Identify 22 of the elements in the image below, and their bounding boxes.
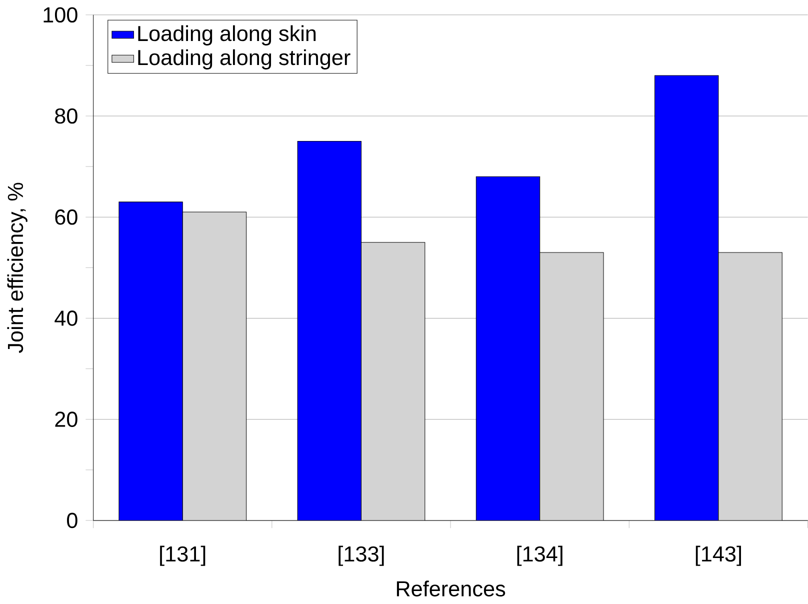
x-tick-label: [131] bbox=[160, 546, 206, 566]
x-tick-label: [133] bbox=[338, 546, 384, 566]
x-tick-label: [143] bbox=[696, 546, 741, 566]
bar bbox=[361, 242, 425, 521]
bar bbox=[476, 176, 540, 521]
legend-label: Loading along stringer bbox=[138, 49, 350, 70]
y-tick-label: 60 bbox=[55, 210, 78, 225]
y-tick-label: 40 bbox=[54, 310, 78, 326]
bar bbox=[182, 212, 246, 521]
y-axis-title: Joint efficiency, % bbox=[7, 182, 28, 354]
y-tick-label: 0 bbox=[67, 512, 78, 528]
x-tick-label: [134] bbox=[517, 546, 562, 566]
legend-label: Loading along skin bbox=[138, 25, 316, 46]
bar bbox=[718, 252, 782, 521]
bar bbox=[118, 202, 183, 521]
bar bbox=[654, 75, 719, 521]
bar bbox=[540, 252, 604, 521]
y-tick-label: 20 bbox=[55, 412, 78, 428]
bar bbox=[298, 141, 362, 521]
x-axis-title: References bbox=[396, 580, 506, 597]
y-tick-label: 80 bbox=[55, 108, 78, 124]
y-tick-label: 100 bbox=[44, 7, 78, 23]
